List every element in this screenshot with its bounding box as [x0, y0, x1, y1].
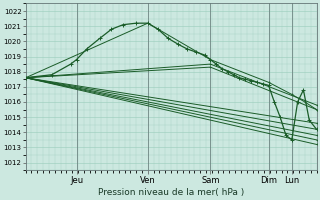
X-axis label: Pression niveau de la mer( hPa ): Pression niveau de la mer( hPa ) — [98, 188, 244, 197]
